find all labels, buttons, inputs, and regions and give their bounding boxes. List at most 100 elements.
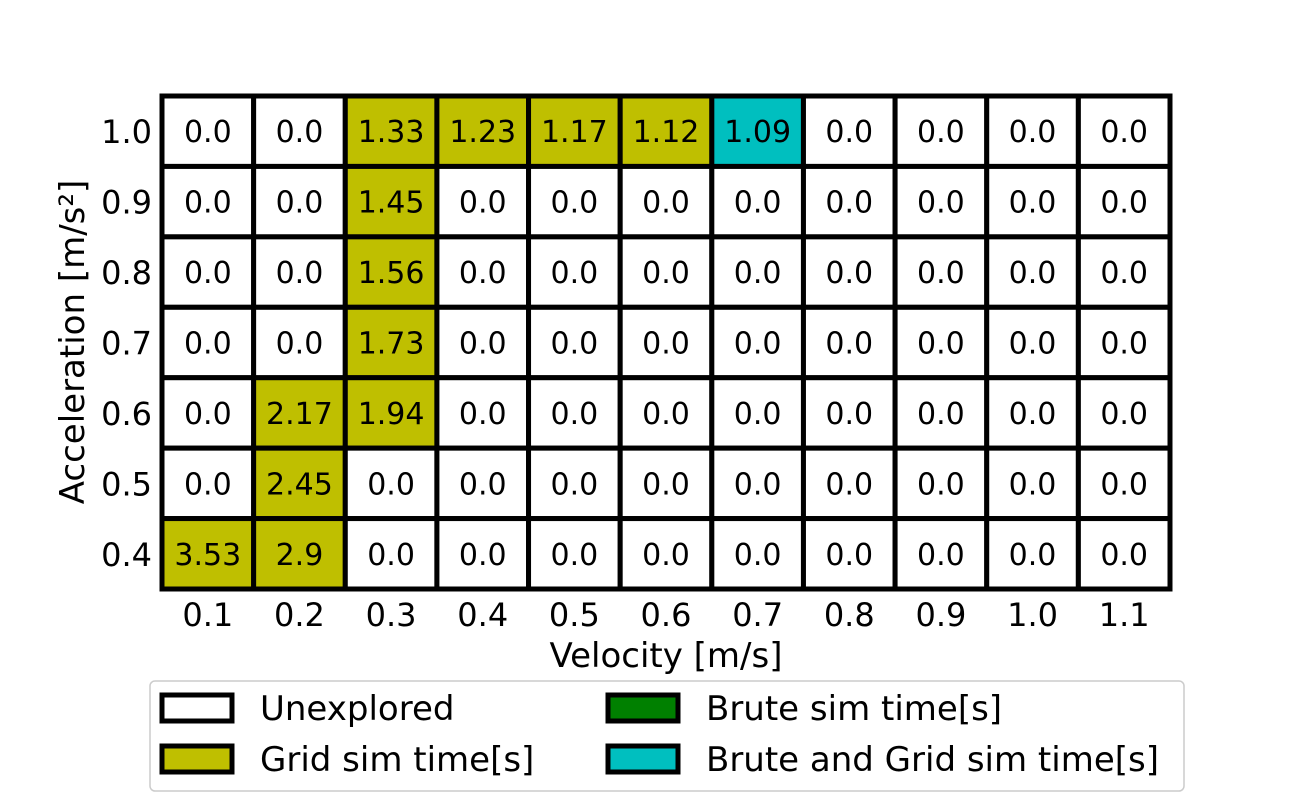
cell-value-label: 0.0 xyxy=(1009,538,1057,573)
heatmap-cell xyxy=(892,234,990,310)
cell-value-label: 1.73 xyxy=(358,327,425,362)
heatmap-cell xyxy=(617,375,715,451)
x-tick-label: 0.3 xyxy=(366,596,417,634)
x-axis-label: Velocity [m/s] xyxy=(549,636,782,676)
cell-value-label: 1.12 xyxy=(633,115,700,150)
cell-value-label: 0.0 xyxy=(551,327,599,362)
cell-value-label: 0.0 xyxy=(825,186,873,221)
heatmap-cell xyxy=(159,516,257,592)
heatmap-cell xyxy=(800,516,898,592)
heatmap-cell xyxy=(1075,163,1173,240)
cell-value-label: 0.0 xyxy=(825,256,873,291)
cell-value-label: 0.0 xyxy=(551,397,599,432)
cell-value-label: 0.0 xyxy=(734,327,782,362)
x-tick-label: 0.8 xyxy=(824,596,875,634)
y-tick-label: 1.0 xyxy=(101,113,152,151)
heatmap-cell xyxy=(800,163,898,240)
heatmap-cell xyxy=(984,375,1081,451)
cell-value-label: 0.0 xyxy=(276,186,324,221)
cell-value-label: 0.0 xyxy=(1100,538,1148,573)
cell-value-label: 0.0 xyxy=(825,538,873,573)
heatmap-cell xyxy=(709,375,806,451)
x-tick-label: 0.5 xyxy=(549,596,600,634)
cell-value-label: 0.0 xyxy=(642,327,690,362)
cell-value-label: 1.94 xyxy=(358,397,425,432)
x-tick-label: 0.9 xyxy=(915,596,966,634)
y-tick-labels: 1.0 0.9 0.8 0.7 0.6 0.5 0.4 xyxy=(101,113,152,574)
x-tick-labels: 0.1 0.2 0.3 0.4 0.5 0.6 0.7 0.8 0.9 1.0 1.1 xyxy=(182,596,1149,634)
cell-value-label: 0.0 xyxy=(825,115,873,150)
legend-swatch-both xyxy=(605,743,681,775)
cell-value-label: 0.0 xyxy=(1009,256,1057,291)
heatmap-cell xyxy=(342,516,440,592)
x-tick-label: 0.2 xyxy=(274,596,325,634)
cell-value-label: 0.0 xyxy=(459,327,507,362)
y-axis-label: Acceleration [m/s²] xyxy=(53,180,93,505)
cell-value-label: 0.0 xyxy=(1100,256,1148,291)
cell-value-label: 0.0 xyxy=(917,327,965,362)
cell-value-label: 1.45 xyxy=(358,186,425,221)
cell-value-label: 0.0 xyxy=(459,397,507,432)
cell-value-label: 0.0 xyxy=(734,256,782,291)
heatmap-cell xyxy=(251,375,348,451)
cell-value-label: 0.0 xyxy=(551,538,599,573)
cell-value-label: 0.0 xyxy=(551,256,599,291)
heatmap-cell xyxy=(251,516,348,592)
heatmap-cell xyxy=(617,163,715,240)
cell-value-label: 0.0 xyxy=(917,115,965,150)
cell-value-label: 0.0 xyxy=(551,467,599,502)
y-tick-label: 0.5 xyxy=(101,465,152,503)
cell-value-label: 0.0 xyxy=(184,467,232,502)
cell-value-label: 0.0 xyxy=(184,327,232,362)
heatmap-cells: 0.0 0.0 1.33 1.23 1.17 1.12 1.09 0.0 0.0 0.0 0.0 0.… xyxy=(159,93,1173,592)
cell-value-label: 0.0 xyxy=(276,256,324,291)
cell-value-label: 0.0 xyxy=(825,327,873,362)
cell-value-label: 0.0 xyxy=(276,115,324,150)
cell-value-label: 1.09 xyxy=(724,115,791,150)
cell-value-label: 0.0 xyxy=(734,186,782,221)
cell-value-label: 0.0 xyxy=(276,327,324,362)
x-tick-label: 0.6 xyxy=(641,596,692,634)
cell-value-label: 2.9 xyxy=(276,538,324,573)
heatmap-cell xyxy=(892,445,990,522)
cell-value-label: 0.0 xyxy=(184,115,232,150)
cell-value-label: 0.0 xyxy=(1100,115,1148,150)
cell-value-label: 0.0 xyxy=(1100,186,1148,221)
cell-value-label: 0.0 xyxy=(1100,467,1148,502)
heatmap-cell xyxy=(1075,445,1173,522)
x-tick-label: 0.1 xyxy=(182,596,233,634)
cell-value-label: 0.0 xyxy=(734,467,782,502)
cell-value-label: 1.17 xyxy=(541,115,608,150)
cell-value-label: 0.0 xyxy=(1009,397,1057,432)
cell-value-label: 0.0 xyxy=(459,467,507,502)
cell-value-label: 1.56 xyxy=(358,256,425,291)
cell-value-label: 0.0 xyxy=(1009,186,1057,221)
legend: Unexplored Brute sim time[s] Grid sim time… xyxy=(149,680,1185,792)
cell-value-label: 0.0 xyxy=(917,256,965,291)
heatmap-cell xyxy=(342,304,440,381)
heatmap-cell xyxy=(892,163,990,240)
cell-value-label: 0.0 xyxy=(1100,327,1148,362)
y-tick-label: 0.9 xyxy=(101,184,152,222)
cell-value-label: 1.23 xyxy=(449,115,516,150)
cell-value-label: 0.0 xyxy=(184,186,232,221)
heatmap-cell xyxy=(1075,375,1173,451)
heatmap-cell xyxy=(1075,234,1173,310)
heatmap-cell xyxy=(617,516,715,592)
cell-value-label: 0.0 xyxy=(642,186,690,221)
cell-value-label: 0.0 xyxy=(184,256,232,291)
heatmap-cell xyxy=(159,234,257,310)
cell-value-label: 0.0 xyxy=(184,397,232,432)
cell-value-label: 0.0 xyxy=(1009,467,1057,502)
legend-swatch-grid xyxy=(159,743,235,775)
cell-value-label: 2.45 xyxy=(266,467,333,502)
y-tick-label: 0.4 xyxy=(101,536,152,574)
cell-value-label: 0.0 xyxy=(459,256,507,291)
heatmap-cell xyxy=(984,93,1081,169)
cell-value-label: 0.0 xyxy=(825,397,873,432)
x-tick-label: 0.4 xyxy=(457,596,508,634)
legend-frame xyxy=(149,680,1185,792)
cell-value-label: 2.17 xyxy=(266,397,333,432)
cell-value-label: 0.0 xyxy=(1100,397,1148,432)
